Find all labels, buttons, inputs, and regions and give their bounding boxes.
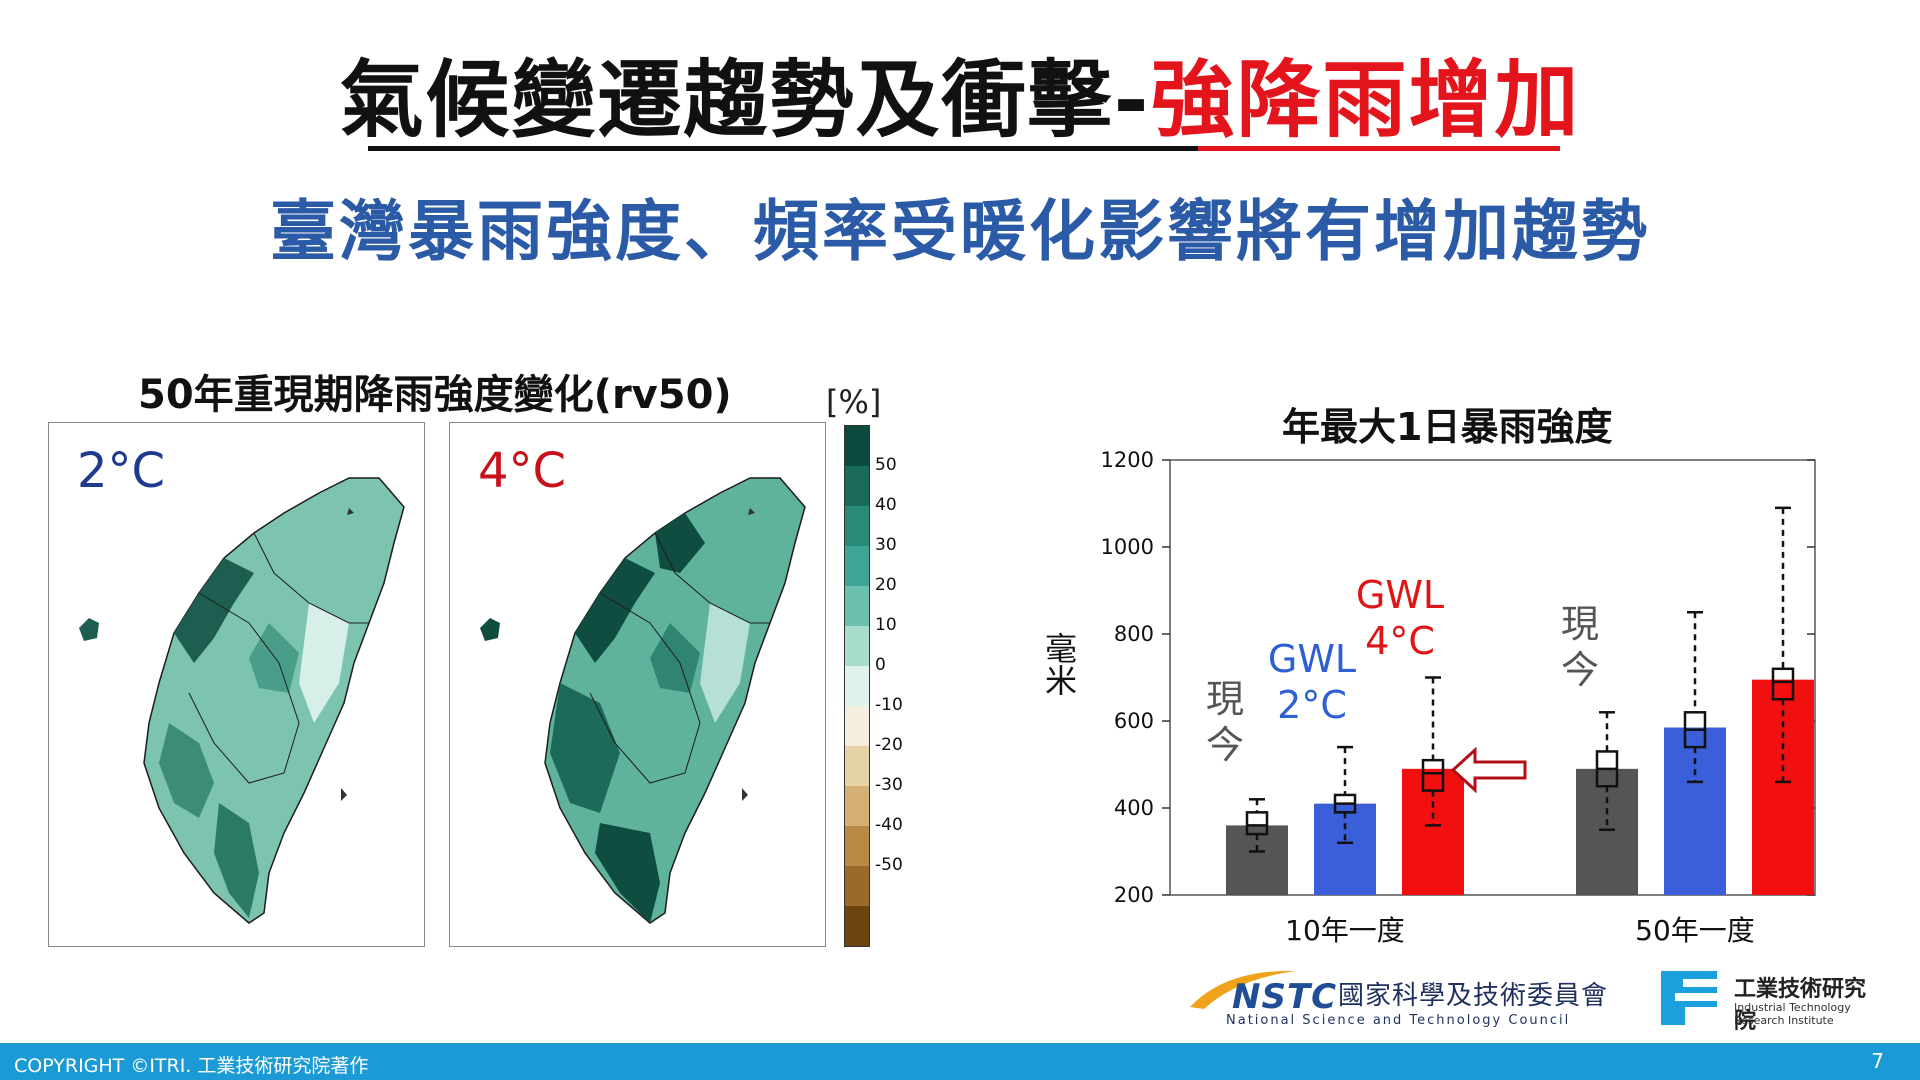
chart-y-label: 毫米 — [1040, 632, 1078, 696]
title-dash: - — [1113, 51, 1151, 149]
series-annotation: 現 — [1561, 602, 1599, 646]
series-annotation: 2°C — [1277, 683, 1347, 727]
page-number: 7 — [1871, 1049, 1884, 1073]
series-annotation: 4°C — [1365, 619, 1435, 663]
colorbar-swatch — [845, 746, 869, 786]
colorbar-swatch — [845, 546, 869, 586]
title-main: 氣候變遷趨勢及衝擊 — [339, 51, 1114, 149]
colorbar-swatch — [845, 786, 869, 826]
colorbar-tick-label: -30 — [875, 775, 903, 795]
taiwan-map-4c — [480, 477, 806, 924]
colorbar-tick-label: -10 — [875, 695, 903, 715]
nstc-logo-icon — [1190, 970, 1296, 1009]
colorbar-swatch — [845, 866, 869, 906]
itri-chinese-name: 工業技術研究院 — [1734, 977, 1867, 1034]
y-tick-label: 200 — [1114, 883, 1154, 907]
colorbar-tick-label: 30 — [875, 535, 897, 555]
y-tick-label: 600 — [1114, 709, 1154, 733]
colorbar-swatch — [845, 586, 869, 626]
x-category-label: 50年一度 — [1635, 914, 1755, 947]
colorbar-tick-label: 0 — [875, 655, 886, 675]
colorbar-tick-label: -20 — [875, 735, 903, 755]
y-tick-label: 1200 — [1101, 448, 1154, 472]
colorbar-swatch — [845, 826, 869, 866]
colorbar — [844, 425, 870, 947]
colorbar-swatch — [845, 666, 869, 706]
title-underline-highlight — [1198, 146, 1560, 151]
bar-1-0 — [1314, 803, 1376, 895]
colorbar-swatch — [845, 506, 869, 546]
colorbar-tick-label: -40 — [875, 815, 903, 835]
box-iqr — [1421, 758, 1445, 792]
itri-english-line-1: Industrial Technology — [1734, 1001, 1851, 1014]
box-iqr — [1771, 667, 1795, 701]
colorbar-tick-label: -50 — [875, 855, 903, 875]
colorbar-swatch — [845, 906, 869, 946]
nstc-english-name: National Science and Technology Council — [1226, 1013, 1571, 1028]
colorbar-tick-label: 10 — [875, 615, 897, 635]
series-annotation: GWL — [1356, 573, 1444, 617]
y-tick-label: 400 — [1114, 796, 1154, 820]
box-iqr — [1245, 811, 1269, 836]
itri-english-name: Industrial Technology Research Institute — [1734, 1001, 1851, 1027]
footer-bar: COPYRIGHT ©ITRI. 工業技術研究院著作 7 — [0, 1043, 1920, 1080]
footer-copyright: COPYRIGHT ©ITRI. 工業技術研究院著作 — [14, 1055, 369, 1077]
y-tick-label: 800 — [1114, 622, 1154, 646]
map-panel-2c: 2°C — [48, 422, 425, 947]
colorbar-swatch — [845, 626, 869, 666]
itri-logo-icon — [1661, 971, 1717, 1025]
series-annotation: 今 — [1206, 723, 1244, 767]
bar-1-1 — [1664, 727, 1726, 895]
logos-area: NSTC 國家科學及技術委員會 National Science and Tec… — [1186, 965, 1886, 1034]
itri-english-line-2: Research Institute — [1734, 1014, 1834, 1027]
x-category-label: 10年一度 — [1285, 914, 1405, 947]
series-annotation: 今 — [1561, 648, 1599, 692]
panel-label-2c: 2°C — [77, 443, 166, 499]
series-annotation: 現 — [1206, 677, 1244, 721]
map-panel-4c: 4°C — [449, 422, 826, 947]
nstc-chinese-name: 國家科學及技術委員會 — [1338, 981, 1609, 1011]
nstc-logo-text: NSTC — [1232, 977, 1338, 1017]
comparison-arrow — [1450, 746, 1527, 794]
title-underline — [368, 146, 1198, 151]
colorbar-tick-label: 50 — [875, 455, 897, 475]
map-section-title: 50年重現期降雨強度變化(rv50) — [138, 372, 732, 418]
colorbar-tick-label: 20 — [875, 575, 897, 595]
y-tick-label: 1000 — [1101, 535, 1154, 559]
title-highlight: 強降雨增加 — [1150, 51, 1581, 149]
slide-subtitle: 臺灣暴雨強度、頻率受暖化影響將有增加趨勢 — [270, 193, 1650, 270]
colorbar-swatch — [845, 426, 869, 466]
taiwan-map-2c — [79, 477, 405, 924]
bar-2-0 — [1402, 768, 1464, 895]
plot-frame — [1169, 459, 1816, 896]
slide-title: 氣候變遷趨勢及衝擊-強降雨增加 — [0, 50, 1920, 150]
colorbar-swatch — [845, 706, 869, 746]
chart-title: 年最大1日暴雨強度 — [1282, 405, 1613, 449]
panel-label-4c: 4°C — [478, 443, 567, 499]
colorbar-tick-label: 40 — [875, 495, 897, 515]
series-annotation: GWL — [1268, 637, 1356, 681]
colorbar-unit: [%] — [826, 383, 882, 421]
colorbar-swatch — [845, 466, 869, 506]
